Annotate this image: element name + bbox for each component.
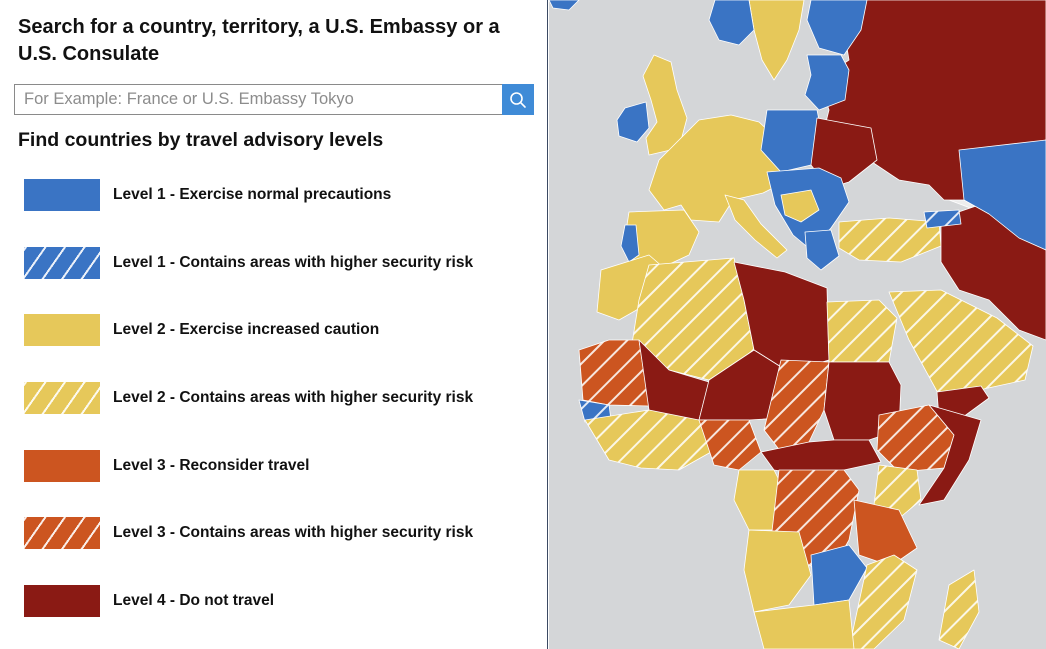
legend-label: Level 1 - Exercise normal precautions: [113, 186, 392, 203]
legend-item[interactable]: Level 3 - Reconsider travel: [24, 449, 309, 483]
country-senegal-hatch: [579, 400, 611, 422]
legend-item[interactable]: Level 4 - Do not travel: [24, 584, 274, 618]
country-central-asia[interactable]: [958, 139, 1046, 251]
legend-label: Level 3 - Contains areas with higher sec…: [113, 524, 474, 541]
legend-label: Level 3 - Reconsider travel: [113, 457, 310, 474]
map-canvas[interactable]: [549, 0, 1046, 649]
legend-swatch: [24, 382, 100, 414]
search-icon: [510, 91, 526, 108]
country-egypt-hatch: [827, 300, 897, 362]
country-iceland[interactable]: [549, 0, 580, 11]
legend-swatch: [24, 585, 100, 617]
country-italy[interactable]: [724, 194, 788, 259]
country-southern-africa[interactable]: [753, 599, 855, 649]
country-ethiopia-hatch: [877, 405, 954, 472]
legend-label: Level 1 - Contains areas with higher sec…: [113, 254, 474, 271]
country-ireland[interactable]: [616, 101, 650, 143]
search-panel: Search for a country, territory, a U.S. …: [14, 0, 548, 649]
legend-label: Level 2 - Exercise increased caution: [113, 321, 380, 338]
search-button[interactable]: [502, 84, 534, 115]
country-zambia[interactable]: [810, 544, 868, 606]
country-ukraine[interactable]: [810, 117, 878, 189]
country-algeria-hatch: [631, 258, 754, 380]
country-greece[interactable]: [804, 229, 840, 271]
legend-label: Level 4 - Do not travel: [113, 592, 275, 609]
country-western-europe[interactable]: [648, 114, 790, 223]
search-input[interactable]: [14, 84, 502, 115]
country-western-sahara-mauritania-hatch: [579, 340, 649, 406]
country-caucasus-hatch: [924, 210, 961, 228]
country-arabia-hatch: [889, 290, 1033, 395]
country-kenya-hatch: [874, 465, 921, 520]
country-great-britain[interactable]: [642, 54, 688, 156]
country-madagascar-hatch: [939, 570, 979, 649]
country-nigeria-hatch: [699, 420, 761, 470]
legend-item[interactable]: Level 2 - Exercise increased caution: [24, 313, 379, 347]
legend-swatch: [24, 247, 100, 279]
legend-item[interactable]: Level 1 - Exercise normal precautions: [24, 178, 391, 212]
country-angola[interactable]: [743, 529, 812, 613]
country-balkans-hatched[interactable]: [780, 189, 820, 223]
country-baltics[interactable]: [804, 54, 850, 111]
search-box: [14, 84, 534, 115]
country-finland[interactable]: [806, 0, 868, 56]
legend-label: Level 2 - Contains areas with higher sec…: [113, 389, 474, 406]
map-view[interactable]: [549, 0, 1046, 649]
country-norway-sweden[interactable]: [748, 0, 805, 81]
country-portugal[interactable]: [620, 224, 640, 263]
country-turkey-hatch: [839, 218, 941, 262]
country-somalia[interactable]: [918, 404, 982, 506]
country-uganda-tanzania[interactable]: [853, 499, 918, 567]
country-west-africa-hatch: [585, 410, 711, 470]
country-mozambique-hatch: [849, 555, 917, 649]
legend-swatch: [24, 517, 100, 549]
legend-item[interactable]: Level 1 - Contains areas with higher sec…: [24, 246, 473, 280]
legend-swatch: [24, 179, 100, 211]
legend-swatch: [24, 450, 100, 482]
country-norway-coast[interactable]: [708, 0, 755, 46]
legend-item[interactable]: Level 2 - Contains areas with higher sec…: [24, 381, 473, 415]
legend-swatch: [24, 314, 100, 346]
search-heading: Search for a country, territory, a U.S. …: [18, 16, 500, 65]
legend-item[interactable]: Level 3 - Contains areas with higher sec…: [24, 516, 473, 550]
country-chad-hatch: [764, 360, 829, 452]
legend-heading: Find countries by travel advisory levels: [18, 129, 384, 151]
